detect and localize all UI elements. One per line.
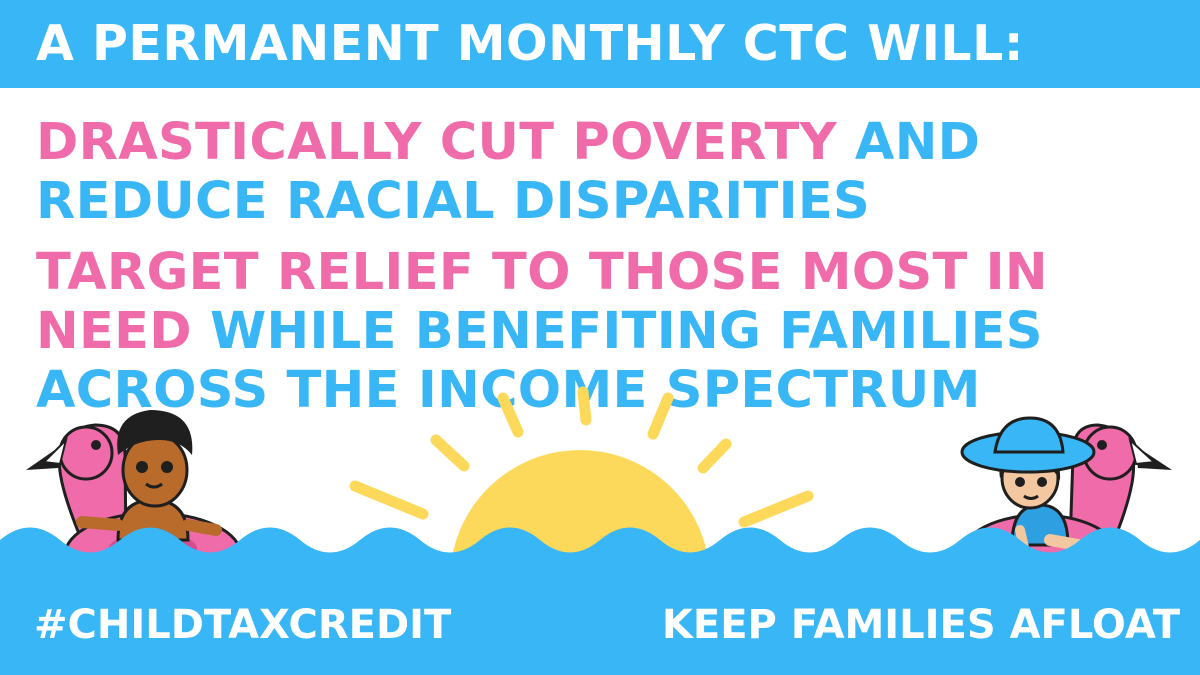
- point-rest: AND REDUCE RACIAL DISPARITIES: [36, 113, 981, 231]
- slogan-text: KEEP FAMILIES AFLOAT: [661, 602, 1180, 648]
- point-poverty: DRASTICALLY CUT POVERTY AND REDUCE RACIA…: [36, 113, 1176, 231]
- point-rest: WHILE BENEFITING FAMILIES ACROSS THE INC…: [36, 302, 1043, 420]
- header-banner: A PERMANENT MONTHLY CTC WILL:: [0, 0, 1200, 88]
- hashtag-text: #CHILDTAXCREDIT: [34, 602, 452, 648]
- point-relief: TARGET RELIEF TO THOSE MOST IN NEED WHIL…: [36, 243, 1176, 420]
- sun-rays-icon: [349, 386, 814, 528]
- point-highlight: DRASTICALLY CUT POVERTY: [36, 113, 837, 172]
- header-title: A PERMANENT MONTHLY CTC WILL:: [36, 15, 1024, 72]
- point-highlight: TARGET RELIEF TO THOSE MOST IN NEED: [36, 243, 1048, 361]
